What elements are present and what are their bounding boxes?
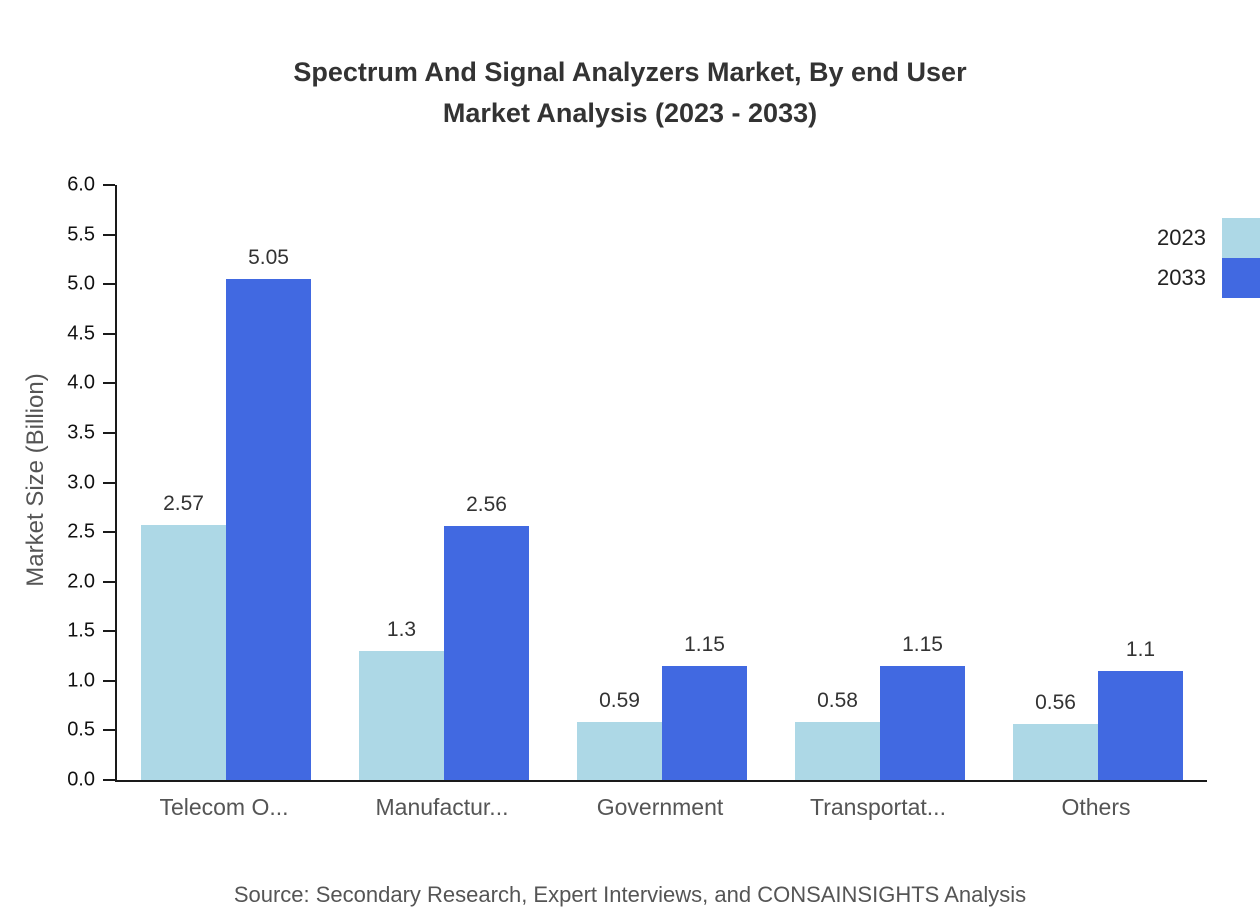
x-axis-label-others: Others	[1061, 794, 1131, 820]
y-tick-mark	[103, 481, 115, 484]
x-axis-label-transportat: Transportat...	[810, 794, 946, 820]
bar-2033-government: 1.15	[662, 633, 747, 780]
legend-item-2023: 2023	[1157, 218, 1260, 258]
y-tick-mark	[103, 630, 115, 633]
bar-group-government: 0.59 1.15	[553, 185, 771, 780]
y-tick-mark	[103, 779, 115, 781]
bar-group-others: 0.56 1.1	[989, 185, 1207, 780]
y-tick-label: 4.5	[67, 322, 95, 345]
y-tick-mark	[103, 431, 115, 434]
legend-swatch-icon	[1222, 258, 1260, 298]
y-tick-label: 5.0	[67, 272, 95, 295]
bar-value-label: 2.56	[466, 493, 507, 517]
bar-value-label: 5.05	[248, 246, 289, 270]
bar-value-label: 0.58	[817, 689, 858, 713]
y-tick-label: 0.5	[67, 718, 95, 741]
legend-item-2033: 2033	[1157, 258, 1260, 298]
chart-title-line1: Spectrum And Signal Analyzers Market, By…	[293, 57, 967, 87]
bars-container: 2.57 5.05 1.3 2.56 0.59 1.15 0.58 1.15 0.56 1.1	[117, 185, 1207, 780]
bar-value-label: 0.59	[599, 688, 640, 712]
bar-2023-transportat: 0.58	[795, 689, 880, 780]
y-tick-label: 4.0	[67, 371, 95, 394]
y-tick-label: 6.0	[67, 173, 95, 196]
plot-area: 0.0 0.5 1.0 1.5 2.0 2.5 3.0 3.5 4.0 4.5 5.0 5.5 6.0 …	[67, 174, 1207, 791]
y-tick-label: 5.5	[67, 223, 95, 246]
y-tick-label: 1.5	[67, 619, 95, 642]
x-axis-label-manufactur: Manufactur...	[375, 794, 509, 820]
bar-2033-manufactur: 2.56	[444, 493, 529, 780]
bar-value-label: 0.56	[1035, 691, 1076, 715]
bar-value-label: 1.15	[684, 632, 725, 656]
y-tick-mark	[103, 382, 115, 385]
bar-2023-manufactur: 1.3	[359, 618, 444, 780]
bar-group-telecom-o: 2.57 5.05	[117, 185, 335, 780]
chart-title-line2: Market Analysis (2023 - 2033)	[442, 98, 818, 128]
legend-swatch-icon	[1222, 218, 1260, 258]
chart-title: Spectrum And Signal Analyzers Market, By…	[0, 52, 1260, 134]
bar-group-manufactur: 1.3 2.56	[335, 185, 553, 780]
bar-2023-others: 0.56	[1013, 691, 1098, 780]
bar-2023-government: 0.59	[577, 689, 662, 780]
y-tick-label: 3.0	[67, 471, 95, 493]
y-tick-mark	[103, 283, 115, 286]
bar-2033-transportat: 1.15	[880, 633, 965, 780]
source-text: Source: Secondary Research, Expert Inter…	[233, 882, 1027, 907]
x-axis-label-government: Government	[596, 794, 724, 820]
y-tick-mark	[103, 729, 115, 732]
bar-group-transportat: 0.58 1.15	[771, 185, 989, 780]
legend-label: 2023	[1157, 225, 1206, 250]
y-axis-ticks: 0.0 0.5 1.0 1.5 2.0 2.5 3.0 3.5 4.0 4.5 5.0 5.5 6.0	[67, 174, 1207, 791]
y-tick-label: 2.5	[67, 520, 95, 543]
bar-2023-telecom-o: 2.57	[141, 492, 226, 780]
y-tick-label: 2.0	[67, 570, 95, 593]
y-tick-mark	[103, 332, 115, 335]
x-axis-label-telecom-o: Telecom O...	[159, 794, 289, 820]
bar-2033-telecom-o: 5.05	[226, 246, 311, 780]
y-tick-label: 1.0	[67, 669, 95, 692]
bar-value-label: 1.3	[386, 618, 417, 642]
bar-value-label: 2.57	[163, 492, 204, 516]
y-tick-mark	[103, 531, 115, 534]
legend-label: 2033	[1157, 265, 1206, 290]
bar-value-label: 1.15	[902, 632, 943, 656]
x-axis-labels: Telecom O... Manufactur... Government Trans…	[115, 794, 1205, 821]
y-tick-mark	[103, 580, 115, 583]
y-tick-mark	[103, 184, 115, 186]
legend: 2023 2033	[1157, 218, 1260, 298]
y-tick-label: 3.5	[67, 421, 95, 444]
y-tick-label: 0.0	[67, 768, 95, 791]
y-tick-mark	[103, 233, 115, 236]
bar-2033-others: 1.1	[1098, 638, 1183, 780]
bar-value-label: 1.1	[1125, 637, 1156, 661]
y-tick-mark	[103, 679, 115, 682]
